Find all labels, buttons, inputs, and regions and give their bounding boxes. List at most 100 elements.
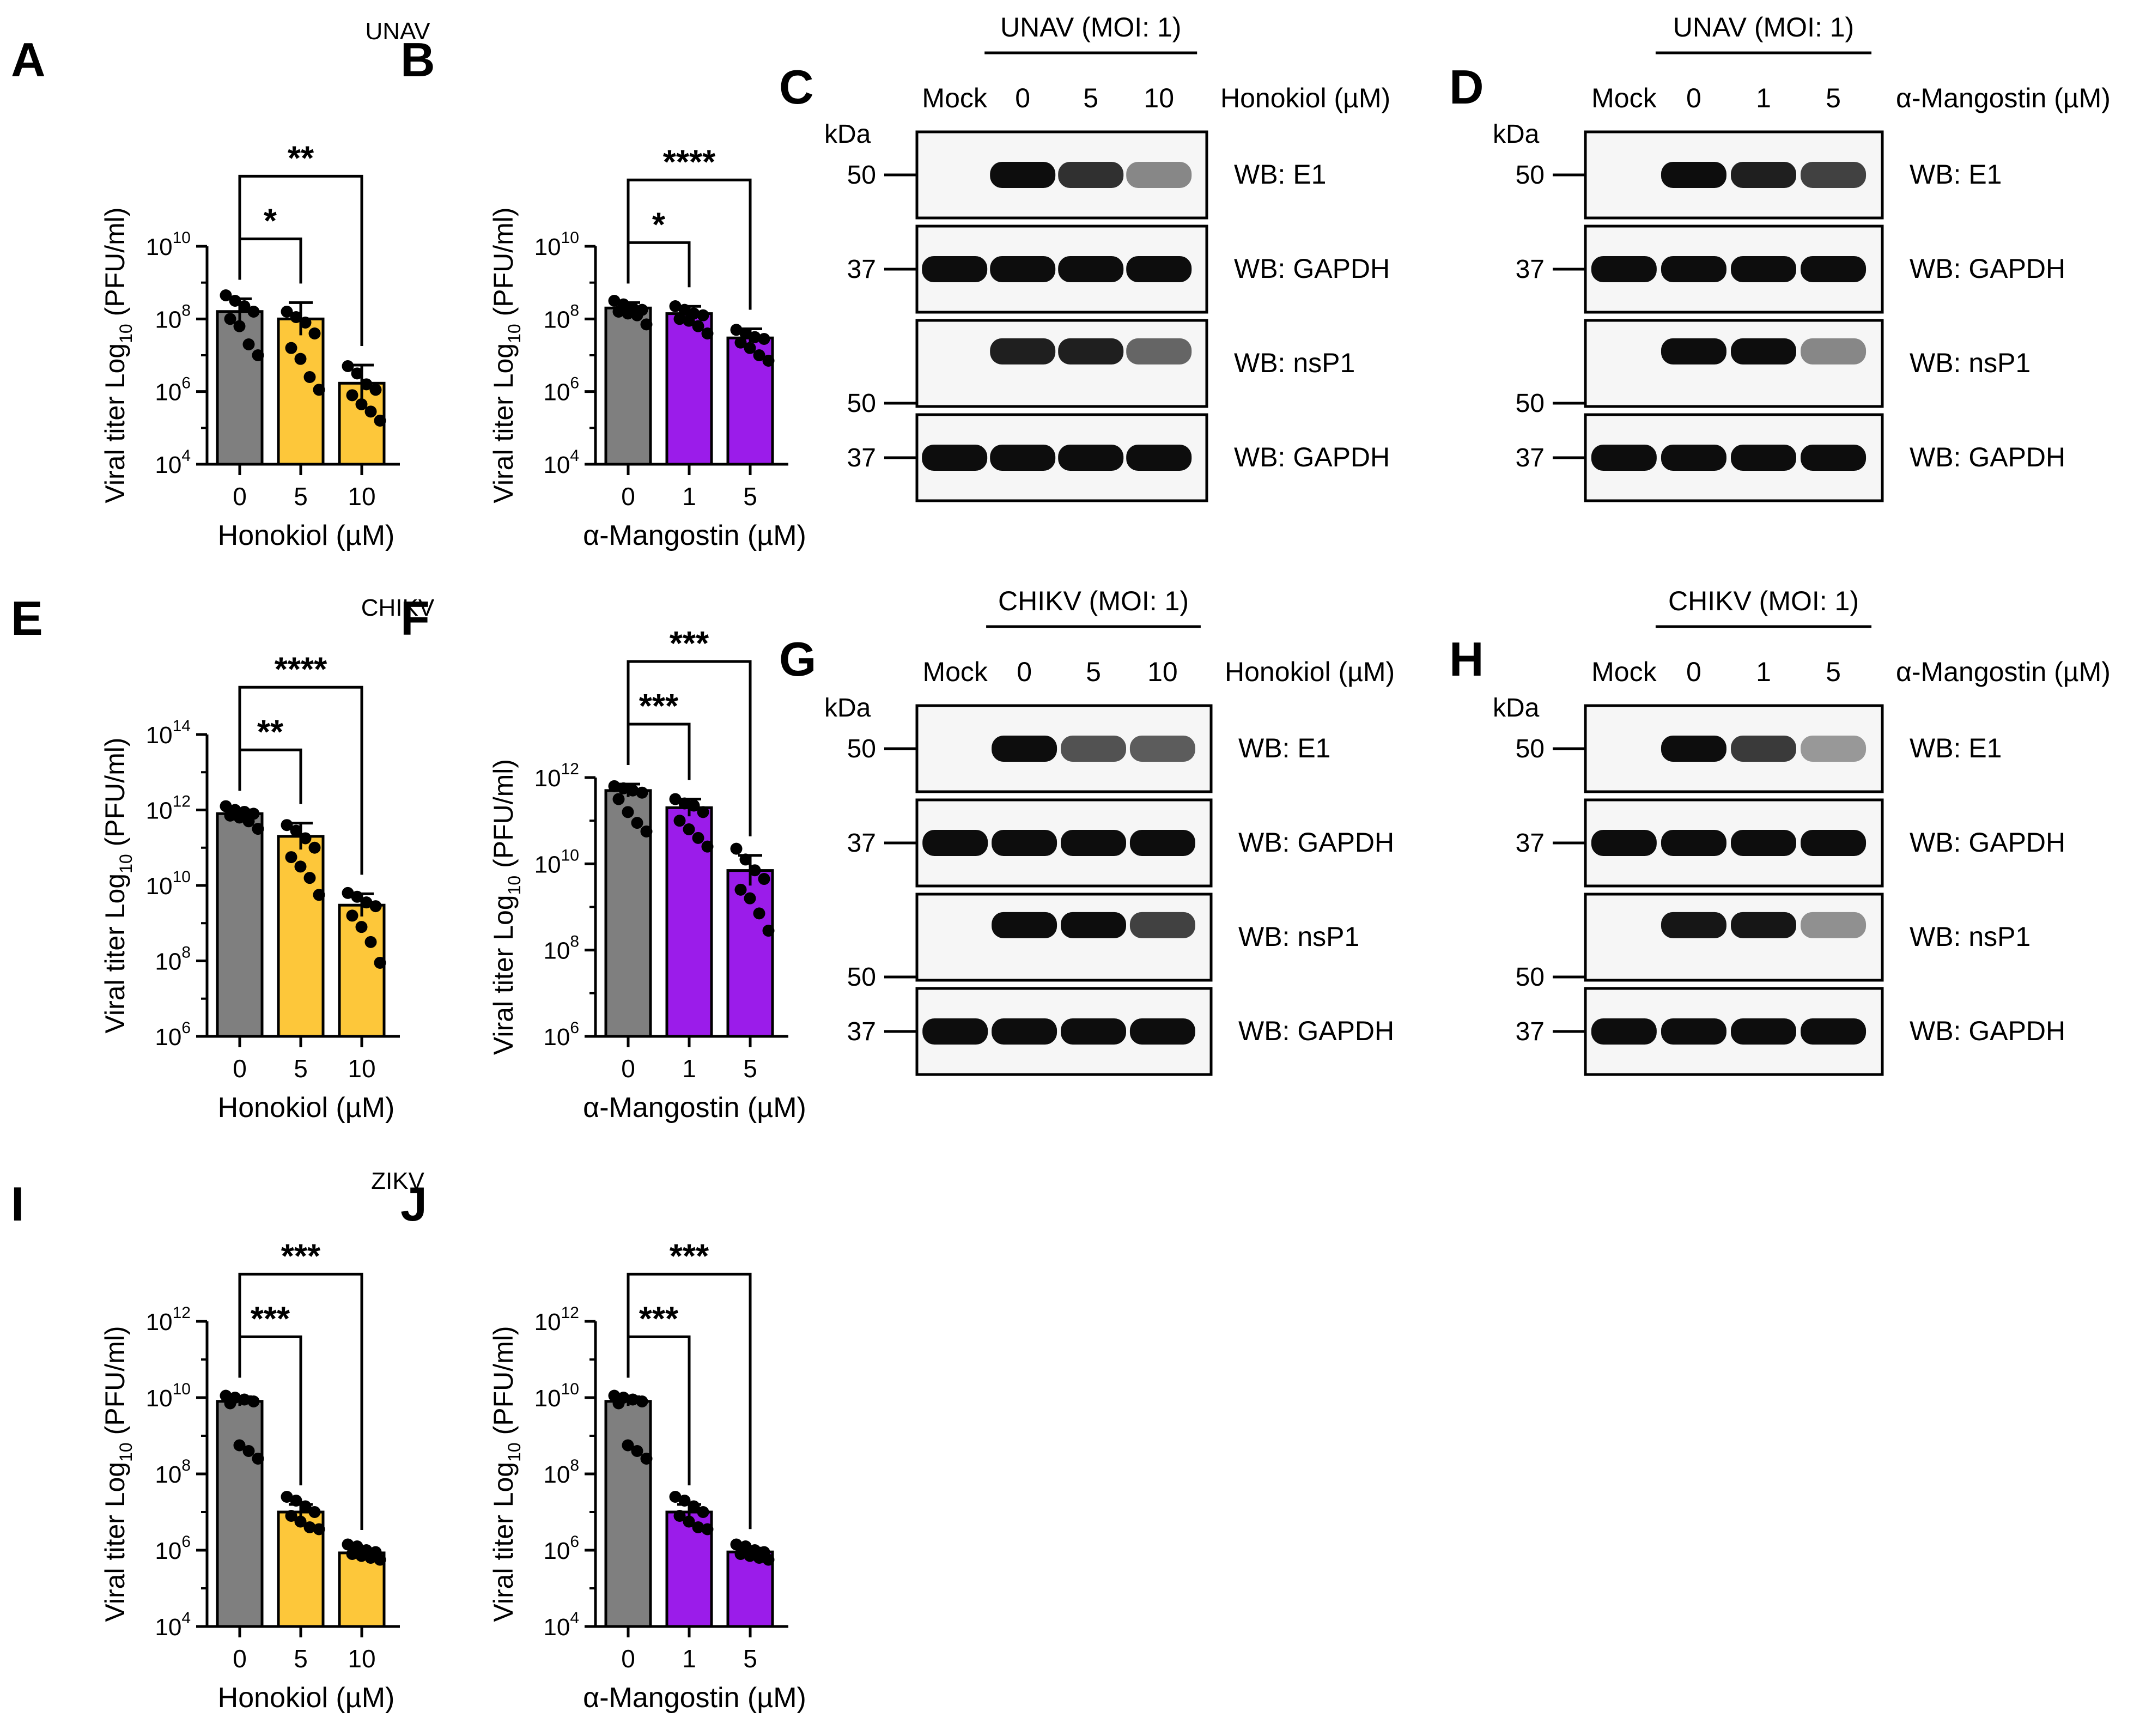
blot-header: UNAV (MOI: 1) xyxy=(1000,12,1181,43)
blot-row: 37 WB: GAPDH xyxy=(847,987,1394,1076)
lane-label: 10 xyxy=(1144,83,1174,113)
x-axis-label: Honokiol (µM) xyxy=(218,1682,395,1714)
data-point xyxy=(636,1395,648,1407)
data-point xyxy=(247,306,260,318)
protein-band xyxy=(922,445,988,471)
marker-label: 37 xyxy=(847,1017,876,1046)
group-label-zikv: ZIKV xyxy=(371,1168,424,1194)
data-point xyxy=(730,1538,743,1551)
protein-band xyxy=(1661,338,1726,365)
data-point xyxy=(640,318,653,331)
data-point xyxy=(303,1521,316,1533)
x-tick-label: 5 xyxy=(743,1644,757,1673)
y-axis-label-tail: (PFU/ml) xyxy=(488,759,519,876)
protein-band xyxy=(1801,912,1867,938)
x-axis-label: α-Mangostin (µM) xyxy=(583,1682,806,1714)
y-tick-label: 1012 xyxy=(146,793,191,824)
protein-band xyxy=(1731,1018,1796,1045)
blot-row-label: WB: GAPDH xyxy=(1910,442,2065,472)
protein-band xyxy=(922,1018,988,1045)
data-point xyxy=(220,289,232,301)
blot-strip xyxy=(1584,893,1884,982)
x-tick-label: 5 xyxy=(743,1054,757,1083)
data-point xyxy=(734,336,747,349)
protein-band xyxy=(1801,256,1867,282)
y-axis-label-sub: 10 xyxy=(504,876,524,895)
significance-label: * xyxy=(264,202,277,240)
data-point xyxy=(617,782,630,794)
marker-label: 50 xyxy=(1516,161,1545,190)
y-tick-exponent: 14 xyxy=(173,717,191,735)
significance-label: *** xyxy=(639,1300,679,1338)
x-axis-label: Honokiol (µM) xyxy=(218,520,395,551)
data-point xyxy=(313,1523,325,1535)
y-tick-label: 106 xyxy=(155,374,191,406)
x-axis-label: Honokiol (µM) xyxy=(218,1092,395,1124)
y-tick-label: 1010 xyxy=(534,846,579,878)
data-point xyxy=(739,327,752,339)
protein-band xyxy=(992,736,1057,762)
data-point xyxy=(730,842,743,855)
y-axis-label-main: Viral titer Log xyxy=(100,343,130,503)
bar xyxy=(338,1551,386,1628)
western-blot-d: D UNAV (MOI: 1) Mock 0 1 5 α-Mangostin (µM) kDa… xyxy=(1449,12,2111,502)
group-label-chikv: CHIKV xyxy=(361,594,435,621)
blot-row-label: WB: nsP1 xyxy=(1910,348,2030,378)
y-axis-label: Viral titer Log10 (PFU/ml) xyxy=(100,737,136,1033)
y-tick-label: 1012 xyxy=(534,1304,579,1336)
data-point xyxy=(612,306,625,318)
y-tick-exponent: 6 xyxy=(181,1533,191,1551)
y-axis-label-main: Viral titer Log xyxy=(100,873,130,1034)
y-tick-base: 10 xyxy=(155,452,181,478)
data-point xyxy=(753,1552,765,1564)
data-point xyxy=(627,1393,639,1406)
data-point xyxy=(252,1453,264,1465)
significance-bracket xyxy=(627,178,752,310)
y-tick-label: 108 xyxy=(155,301,191,333)
panel-letter: E xyxy=(11,591,43,645)
y-tick-label: 108 xyxy=(155,1456,191,1488)
y-tick-label: 106 xyxy=(543,374,579,406)
protein-band xyxy=(1126,445,1192,471)
data-point xyxy=(374,1553,386,1566)
lane-label: 5 xyxy=(1086,657,1101,687)
significance-label: ** xyxy=(288,139,314,177)
marker-label: 50 xyxy=(1516,735,1545,763)
kda-label: kDa xyxy=(1493,120,1540,149)
data-point xyxy=(346,389,358,402)
data-point xyxy=(744,342,756,354)
significance-bracket xyxy=(627,241,691,288)
y-tick-base: 10 xyxy=(534,1385,561,1412)
y-tick-label: 1010 xyxy=(146,229,191,260)
lane-label: Mock xyxy=(922,657,988,687)
y-tick-base: 10 xyxy=(155,1614,181,1641)
data-point xyxy=(758,873,770,885)
data-point xyxy=(252,823,264,835)
data-point xyxy=(734,1548,747,1560)
protein-band xyxy=(922,256,988,282)
data-point xyxy=(762,925,775,937)
data-point xyxy=(636,786,648,799)
blot-row: 37 WB: GAPDH xyxy=(1516,798,2065,888)
blot-row-label: WB: GAPDH xyxy=(1238,827,1394,858)
y-tick-base: 10 xyxy=(155,379,181,406)
panel-letter: G xyxy=(779,632,816,686)
significance-bracket xyxy=(238,174,363,346)
data-point xyxy=(369,900,382,913)
data-point xyxy=(355,921,368,933)
protein-band xyxy=(1801,830,1867,856)
data-point xyxy=(631,1445,643,1457)
y-tick-exponent: 6 xyxy=(570,374,579,392)
protein-band xyxy=(990,445,1056,471)
data-point xyxy=(627,784,639,797)
data-point xyxy=(678,797,691,810)
y-tick-base: 10 xyxy=(146,234,173,260)
data-point xyxy=(299,317,312,329)
y-tick-exponent: 10 xyxy=(561,229,579,247)
y-tick-label: 106 xyxy=(543,1533,579,1564)
data-point xyxy=(233,811,246,824)
significance-label: *** xyxy=(251,1300,290,1338)
data-point xyxy=(622,1439,634,1452)
